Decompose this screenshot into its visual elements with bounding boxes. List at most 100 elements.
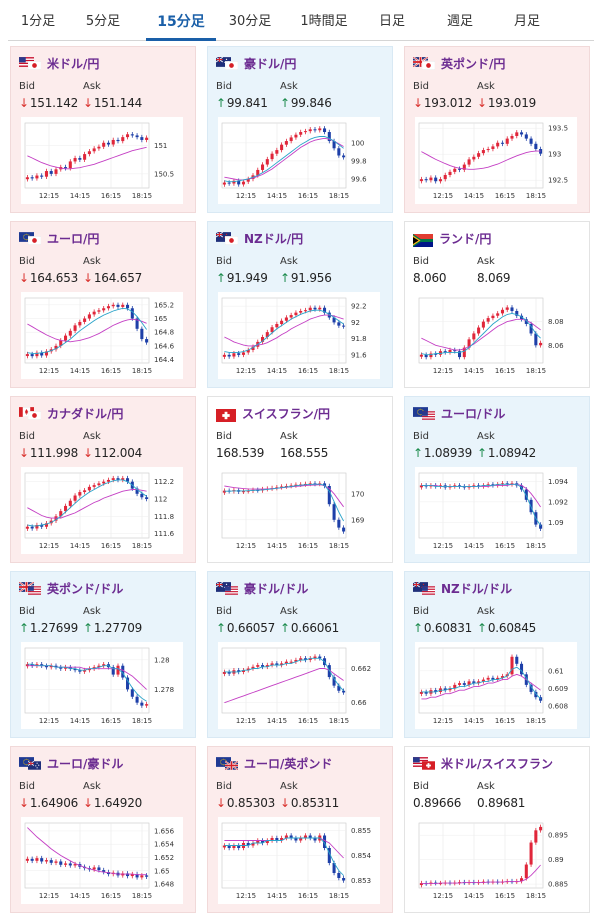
x-tick-label: 14:15	[267, 892, 287, 900]
currency-card[interactable]: スイスフラン/円 Bid Ask 168.539 168.555 12:15 14:15 16…	[207, 396, 393, 563]
pair-name[interactable]: ランド/円	[439, 231, 492, 246]
y-tick-label: 100	[351, 139, 364, 147]
currency-card[interactable]: ランド/円 Bid Ask 8.060 8.069 12:15 14:15 16:15 18:1…	[404, 221, 590, 388]
bid-price: ↑91.949	[216, 271, 268, 285]
y-tick-label: 169	[351, 516, 364, 524]
candle-body	[284, 141, 288, 145]
candle-body	[30, 526, 34, 529]
tab-timeframe[interactable]: 月足	[513, 14, 540, 29]
currency-card[interactable]: 英ポンド/ドル Bid Ask ↑1.27699 ↑1.27709 12:15 14:15 1…	[10, 571, 196, 738]
card-header: 豪ドル/円	[216, 55, 296, 71]
tab-timeframe[interactable]: 日足	[378, 14, 405, 29]
flag-icon	[413, 581, 435, 595]
y-tick-label: 112	[154, 496, 167, 504]
price-chart[interactable]: 12:15 14:15 16:15 18:15 0.61 0.609 0.608	[415, 642, 577, 729]
candle-body	[241, 181, 245, 185]
candle-body	[275, 487, 279, 489]
candle-body	[121, 137, 125, 142]
candle-body	[126, 873, 130, 877]
candle-body	[68, 330, 72, 336]
y-tick-label: 0.885	[548, 881, 568, 889]
pair-name[interactable]: 英ポンド/円	[441, 56, 506, 71]
candle-body	[323, 483, 327, 486]
candle-body	[280, 486, 284, 488]
candle-body	[477, 681, 481, 684]
x-tick-label: 12:15	[39, 192, 59, 200]
price-chart[interactable]: 12:15 14:15 16:15 18:15 170 169	[218, 467, 380, 554]
candle-body	[342, 878, 346, 881]
tab-timeframe[interactable]: 週足	[446, 14, 473, 29]
candle-body	[102, 308, 106, 311]
ask-price: ↓151.144	[83, 96, 142, 110]
price-chart[interactable]: 12:15 14:15 16:15 18:15 0.662 0.66	[218, 642, 380, 729]
candle-body	[97, 867, 101, 871]
currency-card[interactable]: NZドル/ドル Bid Ask ↑0.60831 ↑0.60845 12:15 14:15 1…	[404, 571, 590, 738]
candle-body	[299, 838, 303, 841]
price-chart[interactable]: 12:15 14:15 16:15 18:15 165.2 165 164.8 164.6 16…	[21, 292, 183, 379]
currency-card[interactable]: ユーロ/ドル Bid Ask ↑1.08939 ↑1.08942 12:15 14:15 16…	[404, 396, 590, 563]
pair-name[interactable]: 米ドル/円	[47, 56, 100, 71]
price-chart[interactable]: 12:15 14:15 16:15 18:15 100 99.8 99.6	[218, 117, 380, 204]
pair-name[interactable]: NZドル/ドル	[441, 581, 513, 596]
moving-average-line	[224, 314, 344, 347]
price-chart[interactable]: 12:15 14:15 16:15 18:15 1.094 1.092 1.09	[415, 467, 577, 554]
pair-name[interactable]: ユーロ/豪ドル	[47, 756, 124, 771]
pair-name[interactable]: ユーロ/英ポンド	[244, 756, 333, 771]
pair-name[interactable]: カナダドル/円	[47, 406, 124, 421]
currency-card[interactable]: 英ポンド/円 Bid Ask ↓193.012 ↓193.019 12:15 14:15 16…	[404, 46, 590, 213]
price-chart[interactable]: 12:15 14:15 16:15 18:15 0.855 0.854 0.853	[218, 817, 380, 904]
y-tick-label: 8.08	[548, 318, 564, 326]
currency-card[interactable]: NZドル/円 Bid Ask ↑91.949 ↑91.956 12:15 14:15 16:1…	[207, 221, 393, 388]
pair-name[interactable]: 英ポンド/ドル	[47, 581, 124, 596]
y-tick-label: 0.61	[548, 667, 564, 675]
candle-body	[140, 137, 144, 140]
currency-card[interactable]: ユーロ/豪ドル Bid Ask ↓1.64906 ↓1.64920 12:15 14:15 1…	[10, 746, 196, 913]
candle-body	[337, 873, 341, 878]
candle-body	[102, 481, 106, 484]
bid-value: 0.85303	[226, 796, 276, 810]
candle-body	[289, 315, 293, 318]
tab-timeframe[interactable]: 1時間足	[300, 14, 348, 29]
pair-name[interactable]: 豪ドル/円	[244, 56, 297, 71]
candle-body	[491, 315, 495, 319]
currency-card[interactable]: 米ドル/円 Bid Ask ↓151.142 ↓151.144 12:15 14:15 16:…	[10, 46, 196, 213]
pair-name[interactable]: NZドル/円	[244, 231, 304, 246]
pair-name[interactable]: スイスフラン/円	[242, 406, 331, 421]
price-chart[interactable]: 12:15 14:15 16:15 18:15 1.28 1.278	[21, 642, 183, 729]
currency-card[interactable]: ユーロ/英ポンド Bid Ask ↓0.85303 ↓0.85311 12:15 14:15…	[207, 746, 393, 913]
pair-name[interactable]: 豪ドル/ドル	[244, 581, 309, 596]
arrow-up-icon: ↑	[477, 446, 487, 460]
x-tick-label: 12:15	[433, 192, 453, 200]
price-chart[interactable]: 12:15 14:15 16:15 18:15 92.2 92 91.8 91.6	[218, 292, 380, 379]
candle-body	[237, 180, 241, 185]
price-chart[interactable]: 12:15 14:15 16:15 18:15 193.5 193 192.5	[415, 117, 577, 204]
pair-name[interactable]: ユーロ/ドル	[441, 406, 506, 421]
currency-card[interactable]: 豪ドル/ドル Bid Ask ↑0.66057 ↑0.66061 12:15 14:15 16…	[207, 571, 393, 738]
price-chart[interactable]: 12:15 14:15 16:15 18:15 1.656 1.654 1.652 1.65 1…	[21, 817, 183, 904]
currency-card[interactable]: カナダドル/円 Bid Ask ↓111.998 ↓112.004 12:15 14:15 1…	[10, 396, 196, 563]
tab-timeframe[interactable]: 30分足	[228, 14, 272, 29]
candle-body	[40, 525, 44, 527]
candle-body	[246, 350, 250, 353]
currency-card[interactable]: 豪ドル/円 Bid Ask ↑99.841 ↑99.846 12:15 14:15 16:15…	[207, 46, 393, 213]
bid-value: 1.08939	[423, 446, 473, 460]
candle-body	[529, 138, 533, 144]
candle-body	[49, 171, 53, 174]
pair-name[interactable]: ユーロ/円	[47, 231, 100, 246]
ask-price: ↑0.60845	[477, 621, 536, 635]
price-chart[interactable]: 12:15 14:15 16:15 18:15 112.2 112 111.8 111.6	[21, 467, 183, 554]
bid-label: Bid	[413, 81, 429, 92]
currency-card[interactable]: ユーロ/円 Bid Ask ↓164.653 ↓164.657 12:15 14:15 16:…	[10, 221, 196, 388]
price-chart[interactable]: 12:15 14:15 16:15 18:15 151 150.5	[21, 117, 183, 204]
candle-body	[106, 142, 110, 145]
tab-timeframe[interactable]: 15分足	[146, 0, 216, 41]
tab-timeframe[interactable]: 1分足	[20, 14, 56, 29]
price-chart[interactable]: 12:15 14:15 16:15 18:15 8.08 8.06	[415, 292, 577, 379]
currency-card[interactable]: 米ドル/スイスフラン Bid Ask 0.89666 0.89681 12:15 14:15…	[404, 746, 590, 913]
tab-timeframe[interactable]: 5分足	[85, 14, 121, 29]
price-chart[interactable]: 12:15 14:15 16:15 18:15 0.895 0.89 0.885	[415, 817, 577, 904]
pair-name[interactable]: 米ドル/スイスフラン	[441, 756, 554, 771]
candle-body	[265, 332, 269, 337]
x-tick-label: 18:15	[132, 542, 152, 550]
ask-label: Ask	[280, 606, 298, 617]
